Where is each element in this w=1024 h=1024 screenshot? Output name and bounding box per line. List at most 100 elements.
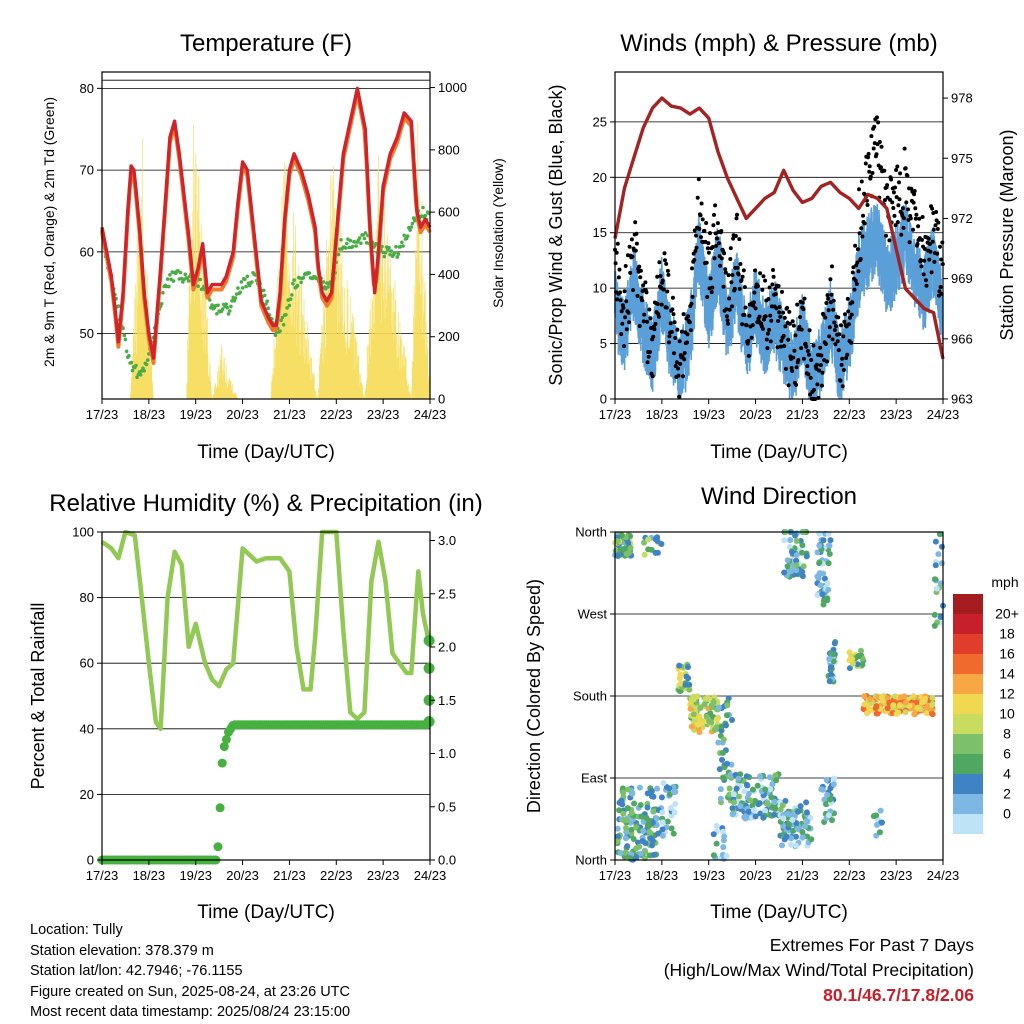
direction-point bbox=[846, 665, 853, 672]
direction-point bbox=[638, 813, 645, 820]
pressure-ylabel: Station Pressure (Maroon) bbox=[997, 129, 1017, 340]
direction-point bbox=[828, 671, 835, 678]
direction-point bbox=[628, 826, 635, 833]
precip-ytick-right-label: 2.5 bbox=[438, 586, 456, 601]
gust-point bbox=[826, 296, 831, 301]
rh-xtick-label: 20/23 bbox=[226, 868, 259, 883]
colorbar-label: 4 bbox=[1003, 766, 1011, 782]
gust-point bbox=[868, 174, 873, 179]
direction-point bbox=[879, 697, 886, 704]
gust-point bbox=[938, 285, 943, 289]
gust-point bbox=[818, 345, 823, 350]
direction-point bbox=[620, 789, 627, 796]
gust-point bbox=[715, 236, 720, 241]
dewpoint-point bbox=[321, 280, 326, 284]
gust-point bbox=[786, 383, 791, 388]
direction-point bbox=[831, 775, 838, 782]
winds-xlabel: Time (Day/UTC) bbox=[710, 442, 848, 463]
gust-point bbox=[699, 235, 703, 240]
direction-plot-area: 17/23 18/23 19/23 20/23 21/23 22/23 23/23 24/23… bbox=[573, 525, 959, 884]
precip-ytick-right-label: 3.0 bbox=[438, 533, 456, 548]
dewpoint-point bbox=[287, 303, 292, 308]
wind-ytick-label: 0 bbox=[600, 392, 607, 407]
gust-point bbox=[646, 354, 651, 359]
dewpoint-point bbox=[161, 291, 165, 295]
gust-point bbox=[839, 362, 844, 367]
gust-point bbox=[778, 344, 783, 349]
gust-point bbox=[820, 370, 825, 375]
gust-point bbox=[855, 260, 860, 265]
gust-point bbox=[655, 302, 660, 306]
colorbar-swatch bbox=[953, 694, 983, 714]
dewpoint-point bbox=[215, 312, 219, 316]
direction-point bbox=[620, 810, 627, 817]
direction-point bbox=[750, 807, 757, 814]
gust-point bbox=[859, 179, 864, 184]
gust-point bbox=[939, 257, 944, 262]
direction-point bbox=[727, 771, 734, 778]
direction-point bbox=[641, 539, 647, 546]
gust-point bbox=[634, 231, 639, 236]
direction-point bbox=[645, 817, 652, 824]
direction-point bbox=[710, 852, 717, 859]
direction-point bbox=[614, 838, 621, 845]
gust-point bbox=[926, 236, 931, 241]
precip-point bbox=[423, 694, 435, 706]
direction-point bbox=[879, 819, 885, 826]
direction-point bbox=[784, 563, 791, 570]
gust-point bbox=[811, 343, 816, 348]
direction-point bbox=[641, 551, 648, 558]
direction-point bbox=[773, 777, 780, 784]
gust-point bbox=[617, 267, 622, 272]
direction-point bbox=[717, 786, 724, 793]
wind-ytick-label: 20 bbox=[593, 170, 607, 185]
direction-point bbox=[814, 573, 821, 580]
temperature-xlabel: Time (Day/UTC) bbox=[197, 442, 335, 463]
gust-point bbox=[697, 226, 702, 231]
direction-point bbox=[640, 828, 647, 834]
humidity-xlabel: Time (Day/UTC) bbox=[197, 902, 335, 923]
direction-point bbox=[767, 786, 774, 793]
colorbar-label: 12 bbox=[999, 686, 1015, 702]
rh-ytick-label: 0 bbox=[87, 853, 94, 868]
dewpoint-point bbox=[301, 276, 306, 280]
direction-point bbox=[659, 809, 666, 816]
precip-point bbox=[423, 635, 435, 647]
gust-point bbox=[808, 375, 813, 380]
dir-xtick-label: 22/23 bbox=[833, 868, 866, 883]
direction-point bbox=[720, 837, 727, 844]
gust-point bbox=[614, 250, 619, 255]
dewpoint-point bbox=[288, 297, 293, 301]
solar-ytick-right-label: 200 bbox=[438, 329, 460, 344]
direction-point bbox=[642, 849, 649, 855]
temp-xtick-label: 24/23 bbox=[414, 407, 447, 422]
direction-point bbox=[720, 828, 726, 835]
gust-point bbox=[624, 327, 629, 332]
gust-point bbox=[708, 231, 712, 236]
gust-point bbox=[633, 248, 638, 253]
dewpoint-point bbox=[279, 318, 284, 323]
gust-point bbox=[902, 146, 907, 151]
dir-xtick-label: 21/23 bbox=[786, 868, 819, 883]
gust-point bbox=[681, 374, 685, 379]
direction-point bbox=[622, 849, 629, 856]
colorbar-swatch bbox=[953, 814, 983, 834]
dewpoint-point bbox=[165, 277, 170, 281]
rh-xtick-label: 24/23 bbox=[414, 868, 447, 883]
gust-point bbox=[725, 318, 730, 323]
gust-point bbox=[735, 265, 740, 270]
gust-point bbox=[818, 363, 823, 368]
direction-point bbox=[726, 785, 733, 792]
direction-point bbox=[724, 702, 731, 709]
gust-point bbox=[805, 364, 810, 369]
gust-point bbox=[808, 392, 813, 397]
extremes-values: 80.1/46.7/17.8/2.06 bbox=[823, 985, 974, 1005]
gust-point bbox=[677, 339, 682, 344]
gust-point bbox=[825, 359, 829, 364]
gust-point bbox=[647, 307, 652, 312]
rh-xtick-label: 23/23 bbox=[367, 868, 400, 883]
temp-ytick-label: 60 bbox=[80, 244, 94, 259]
gust-point bbox=[645, 360, 650, 365]
gust-point bbox=[848, 315, 852, 320]
gust-point bbox=[903, 166, 908, 171]
